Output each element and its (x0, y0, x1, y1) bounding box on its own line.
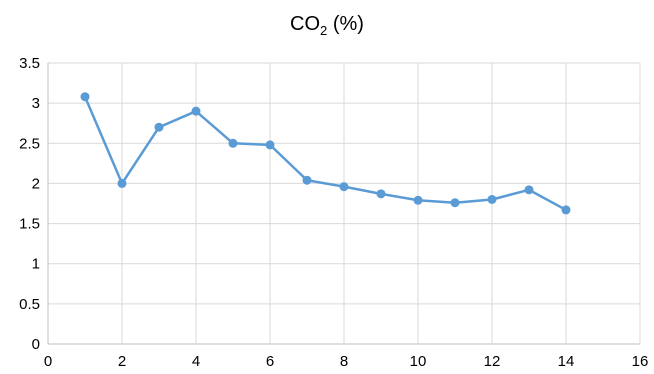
y-tick-label: 3 (32, 95, 40, 112)
y-tick-label: 3.5 (19, 55, 40, 72)
data-point (450, 198, 460, 208)
data-point (265, 140, 275, 150)
y-tick-label: 2.5 (19, 135, 40, 152)
x-axis-tick-labels: 0 2 4 6 8 10 12 14 16 (44, 353, 649, 370)
x-tick-label: 12 (484, 353, 501, 370)
chart-title-tail: (%) (327, 13, 364, 35)
y-tick-label: 0.5 (19, 296, 40, 313)
data-point (376, 189, 386, 199)
x-tick-label: 0 (44, 353, 52, 370)
data-point (302, 175, 312, 185)
data-point (487, 194, 497, 204)
data-point (154, 122, 164, 132)
series-group (80, 92, 571, 215)
data-point (561, 205, 571, 215)
x-tick-label: 14 (558, 353, 575, 370)
gridlines (47, 62, 641, 345)
x-tick-label: 8 (340, 353, 348, 370)
data-point (191, 106, 201, 116)
y-tick-label: 2 (32, 175, 40, 192)
chart-title-subscript: 2 (320, 23, 327, 38)
data-point (228, 138, 238, 148)
data-point (524, 185, 534, 195)
x-tick-label: 4 (192, 353, 200, 370)
x-tick-label: 10 (410, 353, 427, 370)
chart-title: CO2 (%) (290, 13, 364, 38)
x-tick-label: 6 (266, 353, 274, 370)
x-tick-label: 16 (632, 353, 649, 370)
data-point (117, 178, 127, 188)
y-tick-label: 0 (32, 336, 40, 353)
x-tick-label: 2 (118, 353, 126, 370)
series-line (83, 95, 568, 212)
data-point (413, 195, 423, 205)
y-tick-label: 1.5 (19, 216, 40, 233)
chart-title-main: CO (290, 13, 320, 35)
data-point (339, 182, 349, 192)
data-point (80, 92, 90, 102)
y-tick-label: 1 (32, 256, 40, 273)
y-axis-tick-labels: 0 0.5 1 1.5 2 2.5 3 3.5 (19, 55, 40, 353)
